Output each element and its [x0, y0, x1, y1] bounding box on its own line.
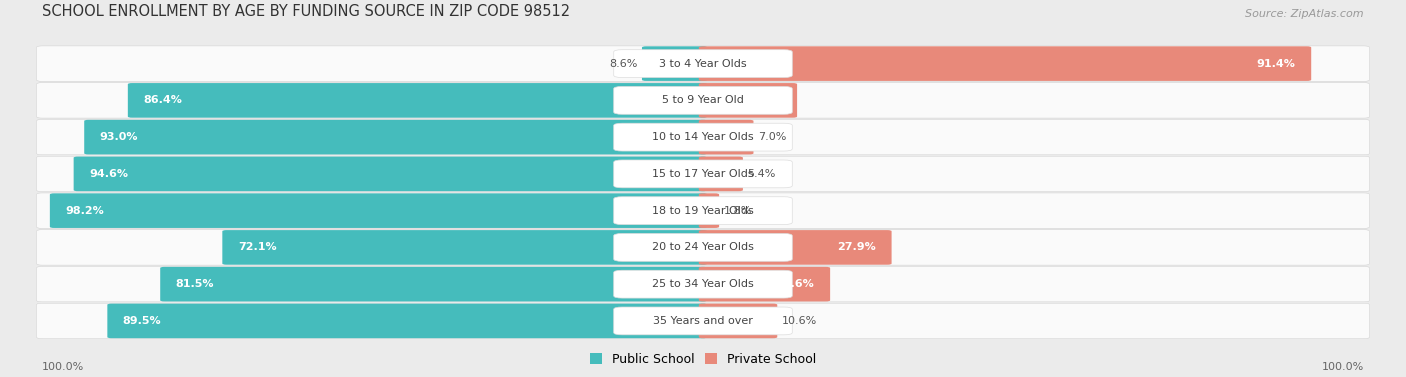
FancyBboxPatch shape [699, 303, 778, 338]
Text: 20 to 24 Year Olds: 20 to 24 Year Olds [652, 242, 754, 253]
Text: 3 to 4 Year Olds: 3 to 4 Year Olds [659, 58, 747, 69]
FancyBboxPatch shape [37, 83, 1369, 118]
FancyBboxPatch shape [614, 160, 793, 188]
FancyBboxPatch shape [107, 303, 707, 338]
FancyBboxPatch shape [222, 230, 707, 265]
FancyBboxPatch shape [699, 83, 797, 118]
FancyBboxPatch shape [37, 120, 1369, 155]
FancyBboxPatch shape [614, 123, 793, 151]
FancyBboxPatch shape [699, 120, 754, 155]
FancyBboxPatch shape [699, 46, 1312, 81]
FancyBboxPatch shape [699, 267, 830, 302]
Text: 27.9%: 27.9% [838, 242, 876, 253]
Text: 15 to 17 Year Olds: 15 to 17 Year Olds [652, 169, 754, 179]
FancyBboxPatch shape [37, 46, 1369, 81]
Text: 1.8%: 1.8% [723, 205, 752, 216]
Text: 5.4%: 5.4% [747, 169, 776, 179]
Text: 72.1%: 72.1% [238, 242, 277, 253]
Text: 10 to 14 Year Olds: 10 to 14 Year Olds [652, 132, 754, 142]
FancyBboxPatch shape [84, 120, 707, 155]
Text: 94.6%: 94.6% [89, 169, 128, 179]
Text: 93.0%: 93.0% [100, 132, 138, 142]
Text: 98.2%: 98.2% [65, 205, 104, 216]
Text: 18.6%: 18.6% [776, 279, 814, 289]
Text: Source: ZipAtlas.com: Source: ZipAtlas.com [1246, 9, 1364, 19]
FancyBboxPatch shape [37, 303, 1369, 339]
Text: 89.5%: 89.5% [122, 316, 162, 326]
Text: 8.6%: 8.6% [609, 58, 638, 69]
Text: 10.6%: 10.6% [782, 316, 817, 326]
FancyBboxPatch shape [614, 233, 793, 261]
FancyBboxPatch shape [614, 197, 793, 225]
Text: SCHOOL ENROLLMENT BY AGE BY FUNDING SOURCE IN ZIP CODE 98512: SCHOOL ENROLLMENT BY AGE BY FUNDING SOUR… [42, 4, 571, 19]
Legend: Public School, Private School: Public School, Private School [585, 348, 821, 371]
FancyBboxPatch shape [614, 307, 793, 335]
Text: 25 to 34 Year Olds: 25 to 34 Year Olds [652, 279, 754, 289]
FancyBboxPatch shape [614, 270, 793, 298]
FancyBboxPatch shape [643, 46, 707, 81]
Text: 100.0%: 100.0% [42, 362, 84, 372]
FancyBboxPatch shape [699, 230, 891, 265]
Text: 18 to 19 Year Olds: 18 to 19 Year Olds [652, 205, 754, 216]
Text: 91.4%: 91.4% [1257, 58, 1296, 69]
FancyBboxPatch shape [49, 193, 707, 228]
FancyBboxPatch shape [73, 156, 707, 191]
FancyBboxPatch shape [37, 156, 1369, 192]
FancyBboxPatch shape [160, 267, 707, 302]
Text: 5 to 9 Year Old: 5 to 9 Year Old [662, 95, 744, 106]
FancyBboxPatch shape [128, 83, 707, 118]
FancyBboxPatch shape [699, 193, 718, 228]
Text: 100.0%: 100.0% [1322, 362, 1364, 372]
Text: 35 Years and over: 35 Years and over [652, 316, 754, 326]
Text: 13.6%: 13.6% [742, 95, 782, 106]
Text: 81.5%: 81.5% [176, 279, 214, 289]
FancyBboxPatch shape [699, 156, 742, 191]
FancyBboxPatch shape [37, 267, 1369, 302]
FancyBboxPatch shape [37, 193, 1369, 228]
FancyBboxPatch shape [37, 230, 1369, 265]
FancyBboxPatch shape [614, 86, 793, 114]
FancyBboxPatch shape [614, 50, 793, 78]
Text: 86.4%: 86.4% [143, 95, 183, 106]
Text: 7.0%: 7.0% [758, 132, 786, 142]
